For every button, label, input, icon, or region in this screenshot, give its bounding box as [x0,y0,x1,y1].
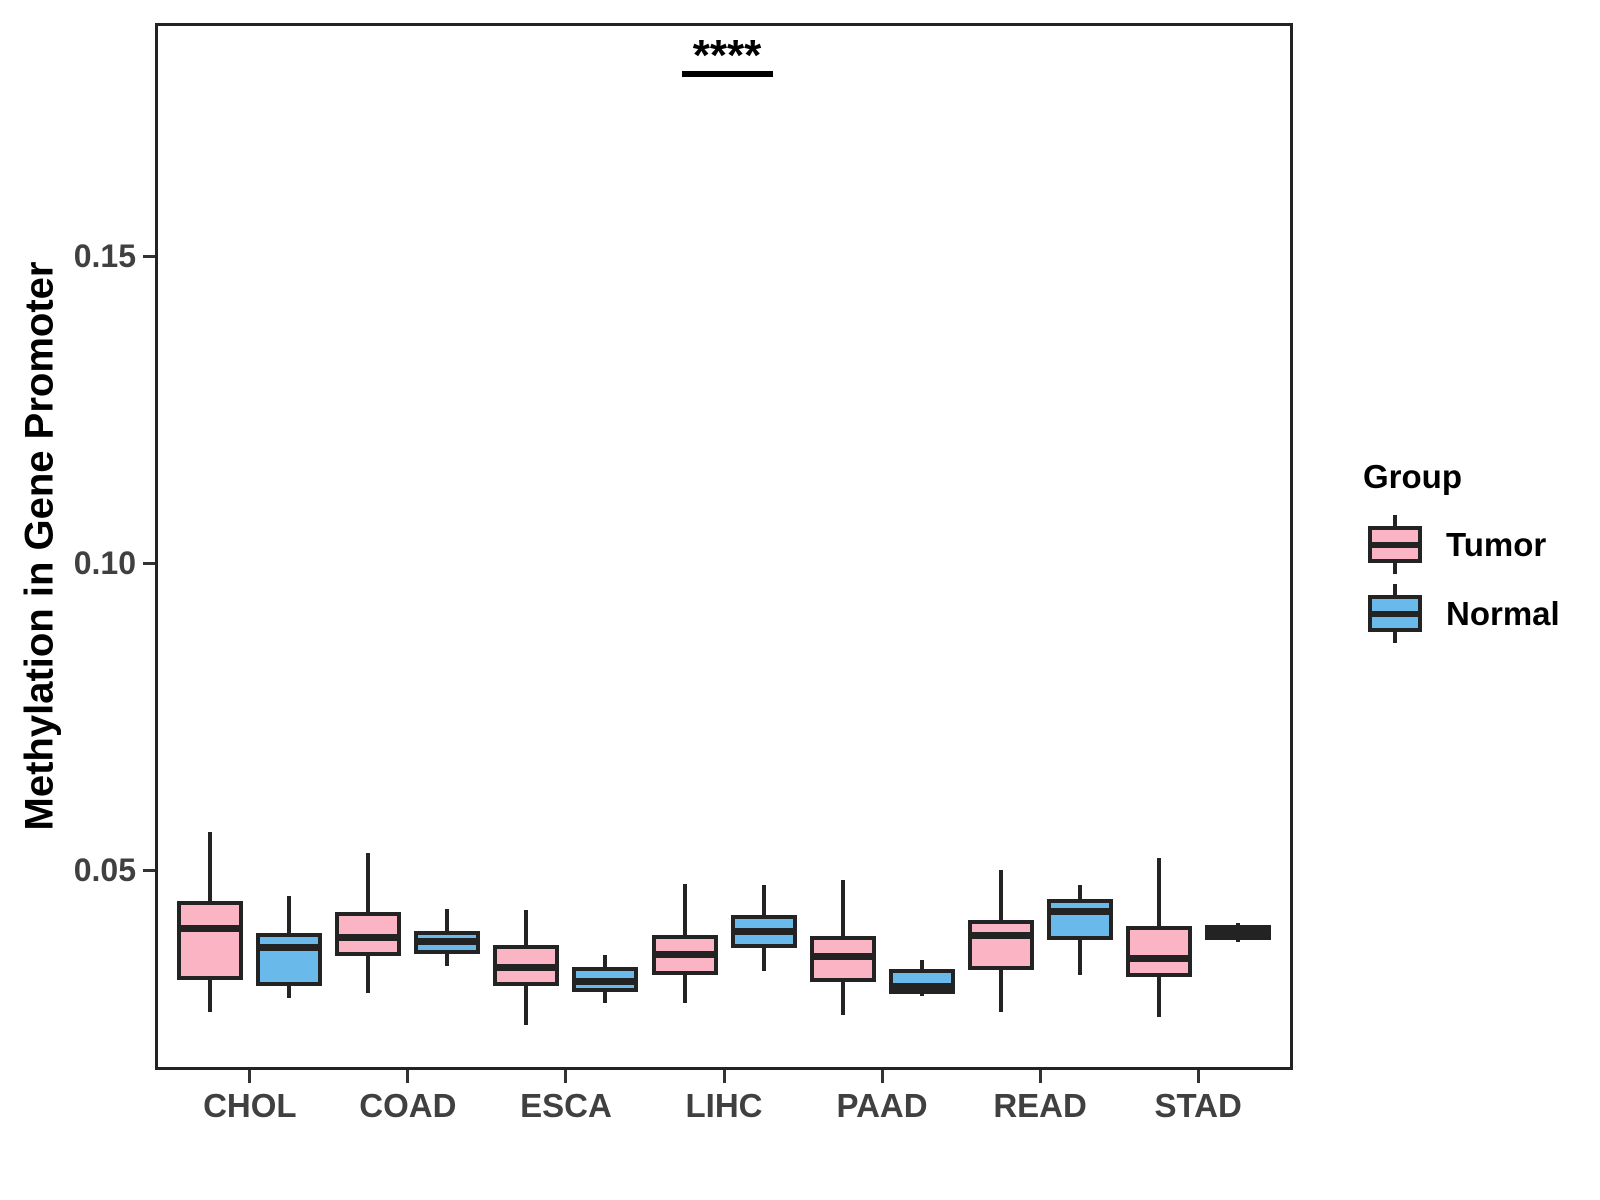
median-esca-normal [572,978,639,986]
box-chol-normal [256,933,323,986]
legend-key-normal-boxplot-icon [1368,584,1422,643]
x-tick-label-chol: CHOL [203,1087,297,1124]
x-tick-mark [722,1070,726,1083]
legend-label-normal: Normal [1446,594,1560,632]
median-paad-tumor [809,953,876,961]
median-paad-normal [888,982,955,990]
box-read-tumor [967,919,1034,971]
x-tick-label-lihc: LIHC [685,1087,763,1124]
plot-panel [155,23,1293,1070]
x-tick-label-paad: PAAD [836,1087,928,1124]
median-stad-normal [1204,929,1271,937]
median-coad-normal [414,938,481,946]
y-tick-mark [143,561,155,565]
legend-item-normal: Normal [1363,579,1560,648]
legend-items: Tumor Normal [1363,510,1560,648]
median-lihc-normal [730,927,797,935]
x-tick-mark [248,1070,252,1083]
significance-line [681,71,773,77]
median-chol-tumor [177,924,244,932]
box-coad-tumor [335,911,402,957]
y-tick-label: 0.10 [73,545,136,581]
y-tick-mark [143,868,155,872]
x-tick-mark [564,1070,568,1083]
x-tick-label-read: READ [993,1087,1087,1124]
x-tick-mark [1038,1070,1042,1083]
median-stad-tumor [1125,954,1192,962]
x-tick-mark [406,1070,410,1083]
box-paad-normal [888,969,955,995]
legend-label-tumor: Tumor [1446,525,1547,563]
median-esca-tumor [493,964,560,972]
median-lihc-tumor [651,951,718,959]
x-tick-label-coad: COAD [359,1087,457,1124]
median-chol-normal [256,943,323,951]
y-tick-label: 0.05 [73,852,136,888]
legend-item-tumor: Tumor [1363,510,1560,579]
box-stad-tumor [1125,926,1192,977]
x-tick-label-stad: STAD [1154,1087,1242,1124]
box-chol-tumor [177,901,244,981]
y-tick-label: 0.15 [73,238,136,274]
box-read-normal [1046,898,1113,940]
x-tick-label-esca: ESCA [520,1087,612,1124]
y-tick-mark [143,254,155,258]
median-coad-tumor [335,934,402,942]
x-tick-mark [1196,1070,1200,1083]
legend-title: Group [1363,458,1462,495]
x-tick-mark [880,1070,884,1083]
legend-key-tumor-boxplot-icon [1368,515,1422,574]
median-read-normal [1046,908,1113,916]
median-read-tumor [967,931,1034,939]
significance-stars: **** [692,31,762,80]
legend: Group Tumor Normal [1363,458,1560,648]
legend-key-median [1368,611,1422,617]
legend-key-median [1368,542,1422,548]
